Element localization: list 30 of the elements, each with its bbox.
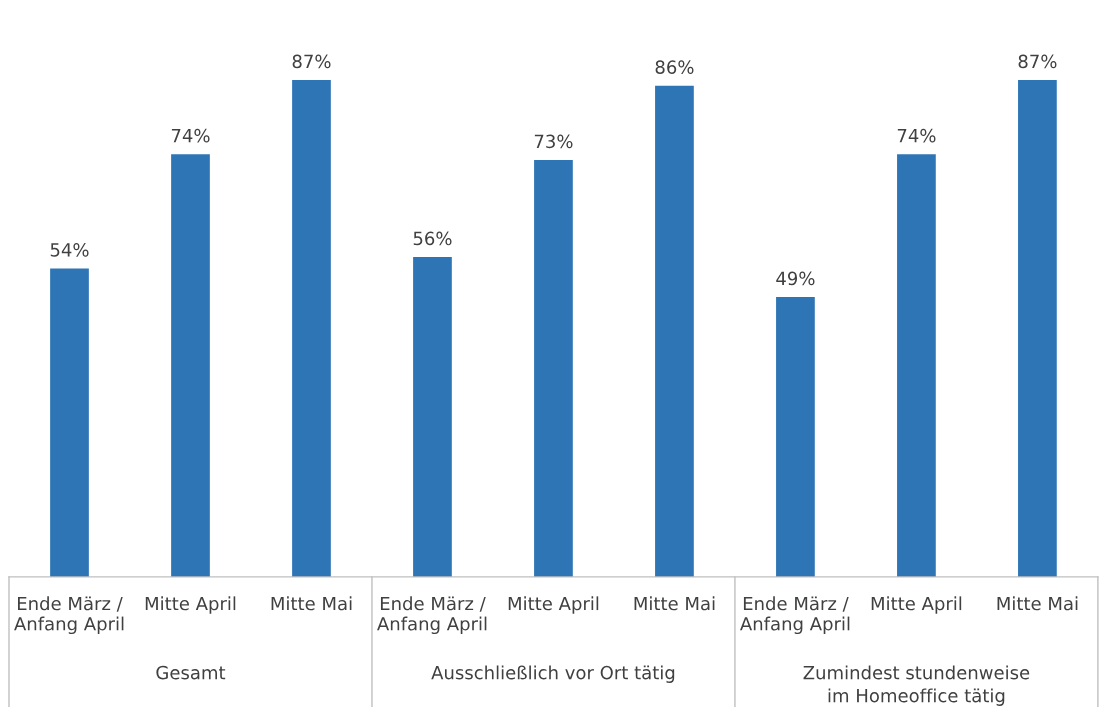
bar bbox=[171, 154, 210, 577]
data-label: 56% bbox=[413, 231, 452, 246]
bar bbox=[1018, 80, 1057, 577]
x-tick-label: Mitte April bbox=[871, 596, 962, 614]
bar bbox=[413, 257, 452, 577]
x-tick-label: Ende März / Anfang April bbox=[14, 596, 124, 635]
bar bbox=[534, 160, 573, 577]
bar bbox=[50, 268, 89, 577]
data-label: 49% bbox=[776, 271, 815, 286]
data-label: 87% bbox=[292, 54, 331, 69]
data-label: 74% bbox=[897, 128, 936, 143]
text: Zumindest stundenweise im Homeoffice tätig bbox=[803, 665, 1030, 706]
data-label: 74% bbox=[171, 128, 210, 143]
x-tick-label: Ende März / Anfang April bbox=[377, 596, 487, 635]
bar bbox=[292, 80, 331, 577]
x-tick-label: Mitte April bbox=[145, 596, 236, 614]
x-tick-label: Mitte Mai bbox=[271, 596, 352, 611]
x-tick-label: Mitte April bbox=[508, 596, 599, 614]
data-label: 54% bbox=[50, 243, 89, 257]
text: Gesamt bbox=[156, 665, 226, 680]
bar bbox=[776, 297, 815, 577]
data-label: 86% bbox=[655, 60, 694, 74]
x-tick-label: Mitte Mai bbox=[997, 596, 1078, 611]
bar bbox=[897, 154, 936, 577]
data-label: 87% bbox=[1018, 54, 1057, 69]
bar bbox=[655, 85, 694, 577]
text: Ausschließlich vor Ort tätig bbox=[431, 665, 675, 683]
data-label: 73% bbox=[534, 134, 573, 149]
x-tick-label: Mitte Mai bbox=[634, 596, 715, 611]
x-tick-label: Ende März / Anfang April bbox=[740, 596, 850, 635]
